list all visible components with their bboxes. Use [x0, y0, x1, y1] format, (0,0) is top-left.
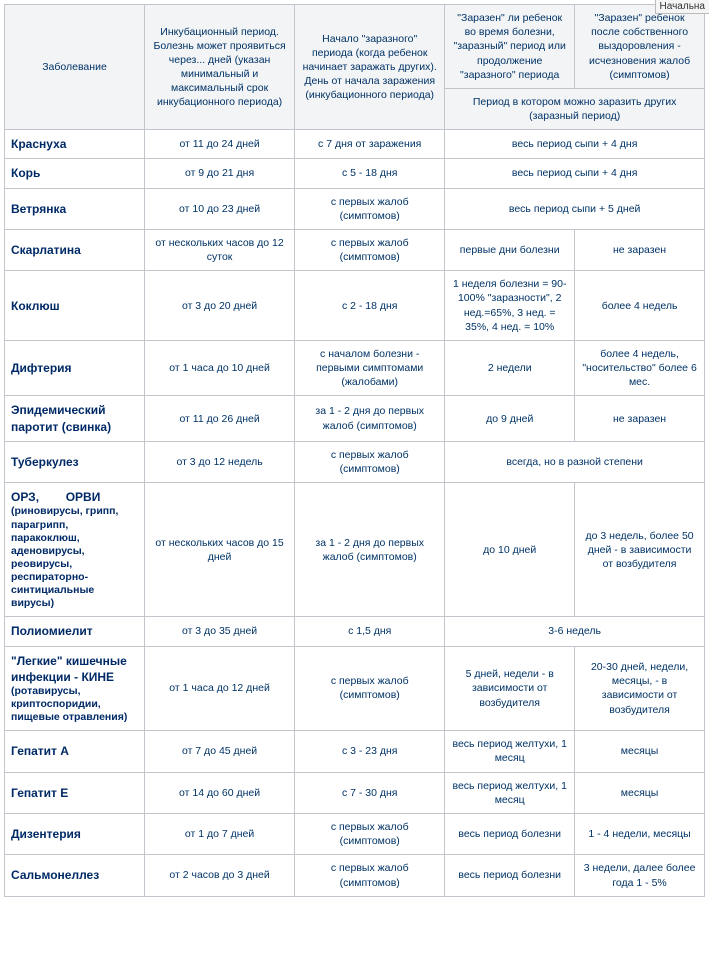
table-row: Дизентерияот 1 до 7 днейс первых жалоб (… — [5, 814, 705, 855]
cell-onset: с 2 - 18 дня — [295, 271, 445, 341]
cell-disease: Эпидемический паротит (свинка) — [5, 396, 145, 441]
cell-incubation: от нескольких часов до 12 суток — [145, 229, 295, 270]
cell-during: 1 неделя болезни = 90-100% "заразности",… — [445, 271, 575, 341]
cell-during: весь период желтухи, 1 месяц — [445, 772, 575, 813]
cell-during: 2 недели — [445, 340, 575, 396]
cell-onset: с 7 дня от заражения — [295, 130, 445, 159]
cell-contagious-span: весь период сыпи + 5 дней — [445, 188, 705, 229]
table-row: Сальмонеллезот 2 часов до 3 днейс первых… — [5, 855, 705, 896]
cell-after: более 4 недель, "носительство" более 6 м… — [575, 340, 705, 396]
table-row: Полиомиелитот 3 до 35 днейс 1,5 дня3-6 н… — [5, 617, 705, 646]
cell-onset: за 1 - 2 дня до первых жалоб (симптомов) — [295, 396, 445, 441]
cell-after: более 4 недель — [575, 271, 705, 341]
table-row: "Легкие" кишечные инфекции - КИНЕ(ротави… — [5, 646, 705, 731]
cell-incubation: от 9 до 21 дня — [145, 159, 295, 188]
cell-onset: с первых жалоб (симптомов) — [295, 814, 445, 855]
cell-disease: Краснуха — [5, 130, 145, 159]
cell-after: месяцы — [575, 731, 705, 772]
disease-table: Заболевание Инкубационный период. Болезн… — [4, 4, 705, 897]
table-body: Краснухаот 11 до 24 днейс 7 дня от зараж… — [5, 130, 705, 896]
cell-contagious-span: весь период сыпи + 4 дня — [445, 130, 705, 159]
cell-onset: за 1 - 2 дня до первых жалоб (симптомов) — [295, 483, 445, 617]
table-row: Ветрянкаот 10 до 23 днейс первых жалоб (… — [5, 188, 705, 229]
cell-disease: Корь — [5, 159, 145, 188]
cell-disease: ОРЗ, ОРВИ(риновирусы, грипп, парагрипп, … — [5, 483, 145, 617]
cell-disease: Скарлатина — [5, 229, 145, 270]
table-row: Скарлатинаот нескольких часов до 12 суто… — [5, 229, 705, 270]
cell-onset: с первых жалоб (симптомов) — [295, 646, 445, 731]
cell-during: первые дни болезни — [445, 229, 575, 270]
cell-disease: Гепатит А — [5, 731, 145, 772]
corner-label: Начальна — [655, 0, 709, 14]
cell-onset: с 5 - 18 дня — [295, 159, 445, 188]
th-disease: Заболевание — [5, 5, 145, 130]
cell-disease: Туберкулез — [5, 441, 145, 482]
table-row: Гепатит Аот 7 до 45 днейс 3 - 23 днявесь… — [5, 731, 705, 772]
cell-contagious-span: всегда, но в разной степени — [445, 441, 705, 482]
table-row: Краснухаот 11 до 24 днейс 7 дня от зараж… — [5, 130, 705, 159]
cell-incubation: от 11 до 24 дней — [145, 130, 295, 159]
cell-incubation: от 1 часа до 12 дней — [145, 646, 295, 731]
cell-disease-sub: (риновирусы, грипп, парагрипп, паракоклю… — [11, 505, 138, 610]
cell-incubation: от 3 до 20 дней — [145, 271, 295, 341]
cell-after: до 3 недель, более 50 дней - в зависимос… — [575, 483, 705, 617]
cell-onset: с 7 - 30 дня — [295, 772, 445, 813]
cell-onset: с первых жалоб (симптомов) — [295, 229, 445, 270]
cell-incubation: от 1 до 7 дней — [145, 814, 295, 855]
cell-after: 1 - 4 недели, месяцы — [575, 814, 705, 855]
cell-incubation: от нескольких часов до 15 дней — [145, 483, 295, 617]
cell-during: до 10 дней — [445, 483, 575, 617]
th-incubation: Инкубационный период. Болезнь может проя… — [145, 5, 295, 130]
cell-disease: Дифтерия — [5, 340, 145, 396]
table-row: Эпидемический паротит (свинка)от 11 до 2… — [5, 396, 705, 441]
th-period-span: Период в котором можно заразить других (… — [445, 88, 705, 129]
cell-incubation: от 1 часа до 10 дней — [145, 340, 295, 396]
cell-contagious-span: весь период сыпи + 4 дня — [445, 159, 705, 188]
cell-incubation: от 11 до 26 дней — [145, 396, 295, 441]
cell-disease: "Легкие" кишечные инфекции - КИНЕ(ротави… — [5, 646, 145, 731]
cell-after: 3 недели, далее более года 1 - 5% — [575, 855, 705, 896]
cell-during: весь период болезни — [445, 814, 575, 855]
cell-incubation: от 7 до 45 дней — [145, 731, 295, 772]
cell-disease: Полиомиелит — [5, 617, 145, 646]
table-row: ОРЗ, ОРВИ(риновирусы, грипп, парагрипп, … — [5, 483, 705, 617]
cell-incubation: от 3 до 12 недель — [145, 441, 295, 482]
cell-disease: Дизентерия — [5, 814, 145, 855]
cell-onset: с 1,5 дня — [295, 617, 445, 646]
table-row: Корьот 9 до 21 дняс 5 - 18 днявесь перио… — [5, 159, 705, 188]
th-after: "Заразен" ребенок после собственного выз… — [575, 5, 705, 89]
table-row: Гепатит Еот 14 до 60 днейс 7 - 30 днявес… — [5, 772, 705, 813]
cell-during: 5 дней, недели - в зависимости от возбуд… — [445, 646, 575, 731]
cell-onset: с первых жалоб (симптомов) — [295, 855, 445, 896]
cell-after: не заразен — [575, 229, 705, 270]
cell-disease: Гепатит Е — [5, 772, 145, 813]
cell-disease: Коклюш — [5, 271, 145, 341]
cell-onset: с 3 - 23 дня — [295, 731, 445, 772]
cell-incubation: от 10 до 23 дней — [145, 188, 295, 229]
cell-contagious-span: 3-6 недель — [445, 617, 705, 646]
th-onset: Начало "заразного" периода (когда ребено… — [295, 5, 445, 130]
cell-after: месяцы — [575, 772, 705, 813]
cell-incubation: от 14 до 60 дней — [145, 772, 295, 813]
cell-onset: с первых жалоб (симптомов) — [295, 188, 445, 229]
cell-incubation: от 2 часов до 3 дней — [145, 855, 295, 896]
cell-disease-sub: (ротавирусы, криптоспоридии, пищевые отр… — [11, 685, 138, 724]
cell-after: 20-30 дней, недели, месяцы, - в зависимо… — [575, 646, 705, 731]
table-row: Туберкулезот 3 до 12 недельс первых жало… — [5, 441, 705, 482]
cell-during: до 9 дней — [445, 396, 575, 441]
cell-incubation: от 3 до 35 дней — [145, 617, 295, 646]
cell-during: весь период болезни — [445, 855, 575, 896]
th-during: "Заразен" ли ребенок во время болезни, "… — [445, 5, 575, 89]
cell-after: не заразен — [575, 396, 705, 441]
cell-onset: с первых жалоб (симптомов) — [295, 441, 445, 482]
table-row: Коклюшот 3 до 20 днейс 2 - 18 дня1 недел… — [5, 271, 705, 341]
cell-during: весь период желтухи, 1 месяц — [445, 731, 575, 772]
cell-disease: Сальмонеллез — [5, 855, 145, 896]
table-row: Дифтерияот 1 часа до 10 днейс началом бо… — [5, 340, 705, 396]
cell-onset: с началом болезни - первыми симптомами (… — [295, 340, 445, 396]
cell-disease: Ветрянка — [5, 188, 145, 229]
